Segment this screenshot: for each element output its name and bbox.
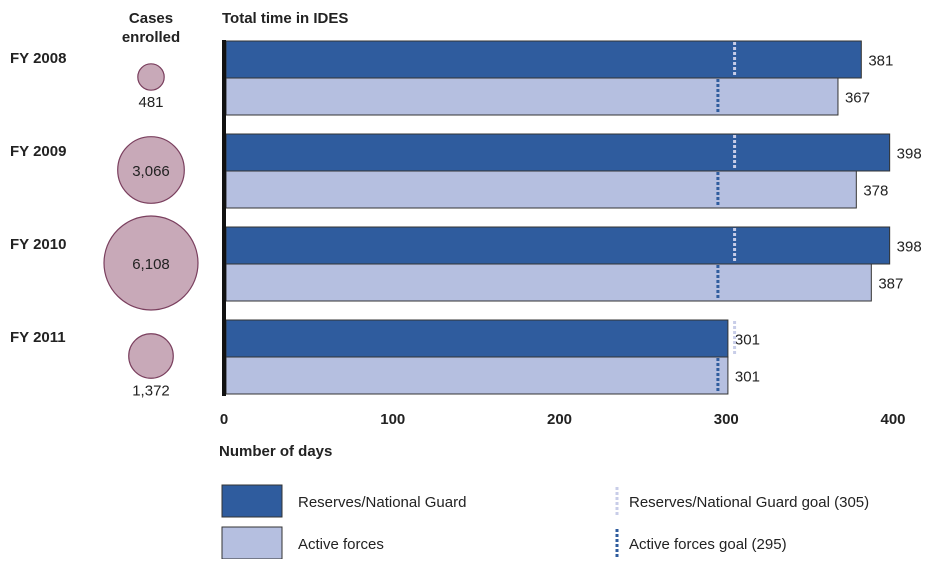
x-tick-label: 300 xyxy=(714,411,739,428)
data-label: 301 xyxy=(735,369,760,386)
bar xyxy=(225,77,839,116)
goal-group xyxy=(716,42,737,393)
legend-label: Active forces xyxy=(298,536,384,553)
data-label: 367 xyxy=(845,90,870,107)
data-label: 398 xyxy=(897,239,922,256)
bar xyxy=(225,319,729,358)
bar xyxy=(225,226,891,265)
data-label: 381 xyxy=(868,53,893,70)
x-axis: 0 100 200 300 400 xyxy=(220,40,906,428)
bubble-column-title-line1: Cases xyxy=(129,10,173,27)
bubble xyxy=(117,136,185,204)
data-label: 378 xyxy=(863,183,888,200)
x-tick-label: 400 xyxy=(880,411,905,428)
x-tick-label: 100 xyxy=(380,411,405,428)
bar xyxy=(225,263,872,302)
x-tick-label: 200 xyxy=(547,411,572,428)
category-label: FY 2011 xyxy=(10,329,66,346)
legend-swatch xyxy=(221,484,283,518)
bar xyxy=(225,133,891,172)
bar-group: FY 2008 381 367 FY 2009 398 378 FY 2010 398 387 F… xyxy=(10,40,922,395)
bar xyxy=(225,356,729,395)
bubble-label: 1,372 xyxy=(132,382,170,399)
bar xyxy=(225,170,857,209)
legend-swatch xyxy=(221,526,283,560)
bubble xyxy=(103,215,199,311)
bar xyxy=(225,40,862,79)
legend-label: Reserves/National Guard goal (305) xyxy=(629,494,869,511)
chart-title: Total time in IDES xyxy=(222,10,348,27)
x-tick-label: 0 xyxy=(220,411,228,428)
category-label: FY 2008 xyxy=(10,50,66,67)
data-label: 301 xyxy=(735,332,760,349)
legend: Reserves/National Guard Active forces Rese… xyxy=(221,484,869,560)
category-label: FY 2009 xyxy=(10,143,66,160)
category-label: FY 2010 xyxy=(10,236,66,253)
bubble xyxy=(137,63,165,91)
data-label: 398 xyxy=(897,146,922,163)
data-label: 387 xyxy=(878,276,903,293)
bubble-label: 3,066 xyxy=(132,163,170,180)
bubble xyxy=(128,333,174,379)
bubble-column-title-line2: enrolled xyxy=(122,29,180,46)
bubble-group: 481 3,066 6,108 1,372 xyxy=(103,63,199,399)
x-axis-label: Number of days xyxy=(219,443,332,460)
legend-label: Reserves/National Guard xyxy=(298,494,466,511)
legend-label: Active forces goal (295) xyxy=(629,536,787,553)
bubble-label: 6,108 xyxy=(132,256,170,273)
bubble-label: 481 xyxy=(138,94,163,111)
